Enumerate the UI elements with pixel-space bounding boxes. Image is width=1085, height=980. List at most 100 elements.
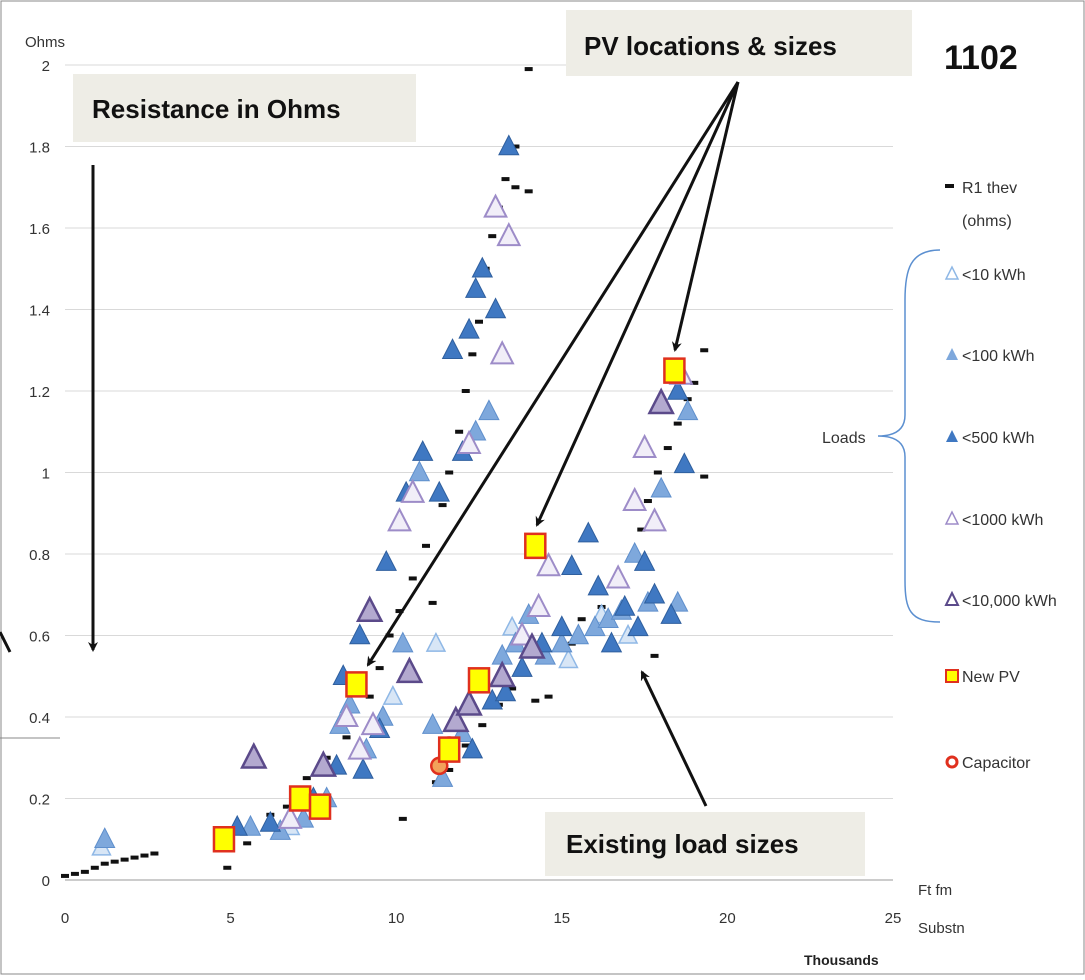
point--500-kwh	[667, 378, 689, 400]
point-r1-thev-ohms-	[302, 776, 311, 781]
legend-r1-line2: (ohms)	[962, 213, 1012, 230]
point-r1-thev-ohms-	[100, 861, 109, 866]
point--1000-kwh	[483, 193, 508, 218]
point--1000-kwh	[642, 507, 667, 532]
point--100-kwh	[421, 713, 444, 734]
point--500-kwh	[673, 452, 696, 474]
y-axis-label: Ohms	[25, 34, 65, 51]
x-axis-label-line1: Ft fm	[918, 882, 952, 899]
point--10-000-kwh	[309, 750, 338, 777]
point--1000-kwh	[622, 486, 648, 512]
point--10-kwh	[558, 648, 579, 669]
x-tick-label: 10	[388, 910, 405, 927]
x-tick-label: 15	[553, 910, 570, 927]
point--500-kwh	[498, 134, 520, 156]
point--500-kwh	[349, 623, 371, 645]
y-tick-label: 0.6	[29, 629, 50, 646]
legend-lt10-marker	[944, 265, 960, 280]
point--1000-kwh	[387, 507, 412, 532]
point--10-kwh	[501, 615, 523, 636]
point--1000-kwh	[509, 621, 535, 646]
point--1000-kwh	[489, 340, 515, 365]
callout-pv-box	[566, 10, 912, 76]
point-r1-thev-ohms-	[643, 499, 652, 504]
point--1000-kwh	[496, 221, 522, 247]
point--100-kwh	[239, 814, 262, 836]
point-r1-thev-ohms-	[385, 633, 394, 638]
point-r1-thev-ohms-	[80, 869, 89, 874]
figure-id: 1102	[944, 39, 1018, 77]
point-r1-thev-ohms-	[501, 177, 510, 182]
legend: R1 thev (ohms) <10 kWh <100 kWh <500 kWh…	[822, 180, 1057, 772]
y-tick-labels: 0 0.2 0.4 0.6 0.8 1 1.2 1.4 1.6 1.8 2	[29, 58, 50, 890]
point-r1-thev-ohms-	[531, 698, 540, 703]
x-tick-label: 25	[885, 910, 902, 927]
point--1000-kwh	[334, 702, 359, 727]
point-r1-thev-ohms-	[488, 234, 497, 239]
point-new-pv	[524, 532, 547, 560]
y-tick-label: 2	[42, 58, 50, 75]
point-r1-thev-ohms-	[700, 348, 709, 353]
point--100-kwh	[392, 631, 414, 653]
point--500-kwh	[660, 603, 682, 624]
point-r1-thev-ohms-	[650, 653, 659, 658]
point--500-kwh	[428, 480, 450, 502]
point-r1-thev-ohms-	[438, 503, 447, 508]
point-r1-thev-ohms-	[577, 617, 586, 622]
point-r1-thev-ohms-	[690, 380, 699, 385]
point--100-kwh	[650, 476, 672, 498]
point--500-kwh	[551, 615, 573, 637]
x-tick-labels: 0 5 10 15 20 25	[61, 910, 902, 927]
callout-existing-box	[545, 812, 865, 876]
pv-arrow-1	[366, 81, 740, 667]
point-r1-thev-ohms-	[461, 743, 470, 748]
point-r1-thev-ohms-	[673, 421, 682, 426]
point-new-pv	[308, 793, 332, 820]
point-r1-thev-ohms-	[375, 666, 384, 671]
point--1000-kwh	[456, 429, 482, 454]
point--500-kwh	[411, 440, 434, 461]
legend-lt10000-marker	[944, 590, 960, 606]
point--100-kwh	[408, 460, 431, 482]
point-r1-thev-ohms-	[511, 185, 520, 190]
edge-artifact	[0, 631, 12, 653]
point-r1-thev-ohms-	[120, 857, 129, 862]
point--500-kwh	[643, 582, 666, 604]
point--500-kwh	[464, 277, 487, 298]
point-r1-thev-ohms-	[544, 694, 553, 699]
y-tick-label: 0.4	[29, 710, 50, 727]
legend-lt10000: <10,000 kWh	[962, 593, 1057, 610]
legend-lt1000: <1000 kWh	[962, 512, 1043, 529]
point-r1-thev-ohms-	[422, 543, 431, 548]
point-r1-thev-ohms-	[61, 873, 69, 878]
point--1000-kwh	[277, 804, 303, 829]
point-new-pv	[437, 736, 461, 763]
point-r1-thev-ohms-	[130, 855, 139, 860]
point--1000-kwh	[400, 478, 426, 503]
point--1000-kwh	[536, 552, 561, 577]
legend-lt500-marker	[946, 430, 958, 442]
point-r1-thev-ohms-	[342, 735, 351, 740]
point--1000-kwh	[605, 564, 631, 589]
point-r1-thev-ohms-	[508, 686, 517, 691]
legend-r1-line1: R1 thev	[962, 180, 1017, 197]
point-r1-thev-ohms-	[637, 527, 646, 532]
y-tick-label: 0.8	[29, 547, 50, 564]
point-new-pv	[288, 785, 312, 812]
point-r1-thev-ohms-	[524, 67, 533, 72]
callout-resistance: Resistance in Ohms	[92, 94, 341, 124]
point--10-000-kwh	[442, 705, 470, 733]
point-r1-thev-ohms-	[398, 816, 407, 821]
point--10-000-kwh	[240, 742, 268, 769]
point--500-kwh	[375, 550, 397, 571]
point-r1-thev-ohms-	[282, 804, 291, 809]
point--100-kwh	[431, 766, 454, 787]
point-r1-thev-ohms-	[70, 871, 79, 876]
point--500-kwh	[600, 631, 623, 653]
callout-pv: PV locations & sizes	[584, 31, 837, 61]
point-new-pv	[345, 671, 368, 698]
point-r1-thev-ohms-	[365, 694, 374, 699]
point--1000-kwh	[360, 710, 386, 736]
